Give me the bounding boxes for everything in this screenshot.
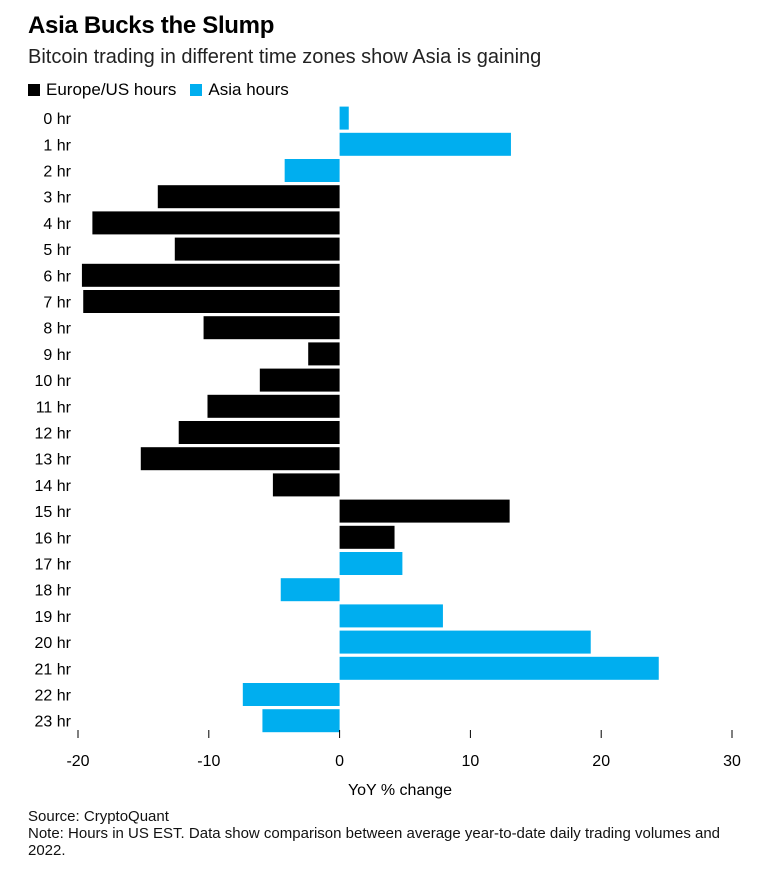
chart-subtitle: Bitcoin trading in different time zones … xyxy=(28,46,542,68)
bar-1hr xyxy=(339,132,511,156)
category-label: 4 hr xyxy=(43,216,71,233)
bar-23hr xyxy=(262,709,340,733)
bar-11hr xyxy=(207,394,340,418)
category-label: 14 hr xyxy=(35,478,72,495)
bar-0hr xyxy=(339,106,349,130)
legend-item-europe-us: Europe/US hours xyxy=(28,80,176,100)
category-label: 5 hr xyxy=(43,242,71,259)
x-tick-label: 20 xyxy=(592,753,610,770)
bar-6hr xyxy=(81,263,340,287)
bar-19hr xyxy=(339,604,443,628)
bar-15hr xyxy=(339,499,510,523)
bar-9hr xyxy=(308,342,340,366)
bar-2hr xyxy=(284,159,340,182)
x-axis: -20 -10 0 10 20 30 xyxy=(66,730,741,770)
bar-17hr xyxy=(339,552,403,575)
x-tick-label: -20 xyxy=(66,753,89,770)
category-label: 15 hr xyxy=(35,504,72,521)
x-tick-label: 30 xyxy=(723,753,741,770)
bar-3hr xyxy=(157,185,340,209)
category-label: 18 hr xyxy=(35,583,72,600)
footer: Source: CryptoQuant Note: Hours in US ES… xyxy=(28,808,758,859)
x-tick-label: -10 xyxy=(197,753,220,770)
category-label: 11 hr xyxy=(36,399,72,416)
bar-8hr xyxy=(203,316,340,340)
category-label: 1 hr xyxy=(43,137,71,154)
bars-group xyxy=(81,106,659,733)
footnote: Note: Hours in US EST. Data show compari… xyxy=(28,825,721,859)
bar-7hr xyxy=(83,290,340,313)
category-label: 0 hr xyxy=(43,111,71,128)
x-tick-label: 10 xyxy=(462,753,480,770)
bar-20hr xyxy=(339,630,591,654)
bar-10hr xyxy=(259,368,340,392)
legend-label-asia: Asia hours xyxy=(208,80,289,99)
category-label: 16 hr xyxy=(35,530,72,547)
category-label: 2 hr xyxy=(43,164,71,181)
bar-21hr xyxy=(339,656,659,680)
x-axis-label: YoY % change xyxy=(348,782,452,799)
category-label: 23 hr xyxy=(35,714,72,731)
bar-5hr xyxy=(174,237,340,261)
category-label: 20 hr xyxy=(35,635,72,652)
category-label: 3 hr xyxy=(43,190,71,207)
bar-13hr xyxy=(140,447,340,471)
bar-16hr xyxy=(339,525,395,549)
category-label: 8 hr xyxy=(43,321,71,338)
legend-swatch-asia xyxy=(190,84,203,96)
legend-item-asia: Asia hours xyxy=(190,80,289,100)
category-label: 22 hr xyxy=(35,688,72,705)
bar-12hr xyxy=(178,421,340,444)
bar-4hr xyxy=(92,211,340,235)
category-label: 7 hr xyxy=(43,295,71,312)
chart-title: Asia Bucks the Slump xyxy=(28,12,275,39)
category-label: 19 hr xyxy=(35,609,72,626)
x-tick-label: 0 xyxy=(335,753,344,770)
category-labels-group: 0 hr 1 hr 2 hr 3 hr 4 hr 5 hr 6 hr 7 hr 8 hr 9 hr… xyxy=(35,111,72,731)
bar-22hr xyxy=(242,683,340,706)
category-label: 21 hr xyxy=(35,661,72,678)
category-label: 6 hr xyxy=(43,268,71,285)
category-label: 12 hr xyxy=(35,426,72,443)
category-label: 10 hr xyxy=(35,373,72,390)
bar-14hr xyxy=(272,473,340,497)
bar-chart: 0 hr 1 hr 2 hr 3 hr 4 hr 5 hr 6 hr 7 hr 8 hr 9 hr… xyxy=(35,106,741,799)
category-label: 9 hr xyxy=(43,347,71,364)
legend-label-europe-us: Europe/US hours xyxy=(46,80,177,99)
legend-swatch-europe-us xyxy=(28,84,40,96)
source-note: Source: CryptoQuant xyxy=(28,808,169,825)
category-label: 13 hr xyxy=(35,452,72,469)
category-label: 17 hr xyxy=(35,557,72,574)
legend: Europe/US hours Asia hours xyxy=(28,80,303,100)
bar-18hr xyxy=(280,578,340,602)
